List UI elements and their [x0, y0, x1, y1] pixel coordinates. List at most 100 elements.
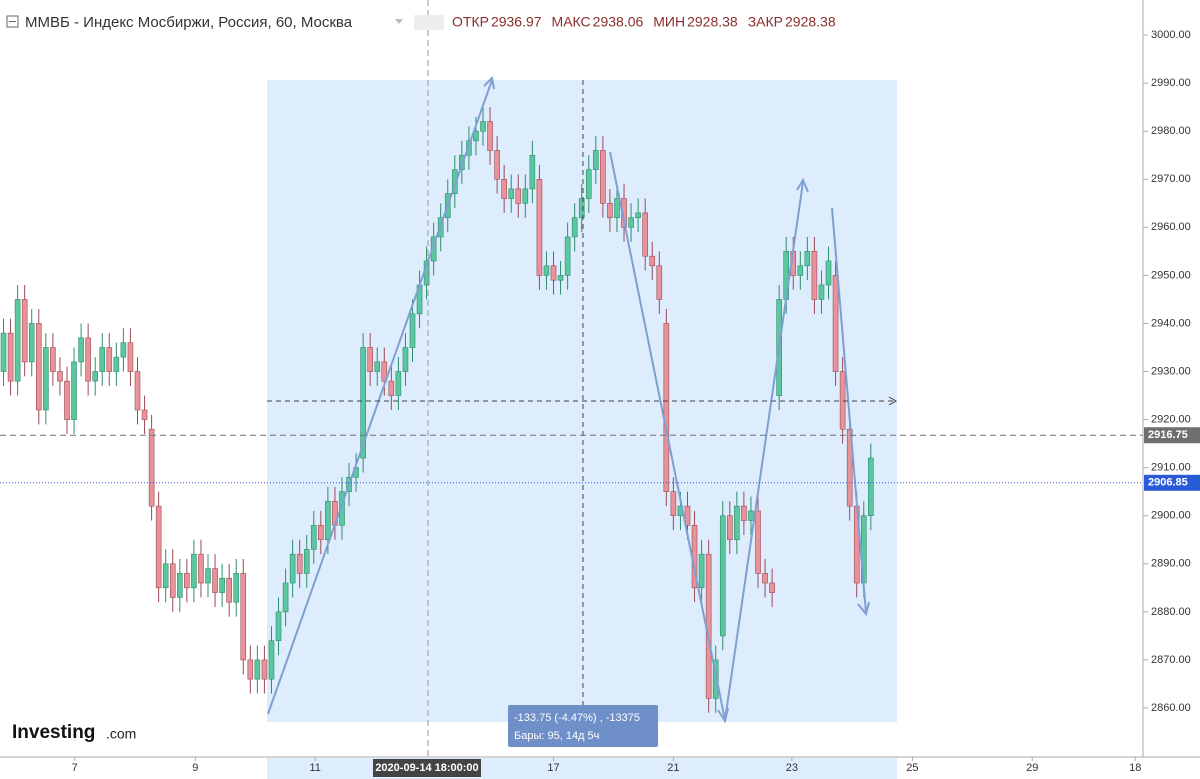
stat-label: ЗАКР	[748, 14, 783, 30]
candle-body	[755, 510, 761, 574]
candle-body	[719, 515, 726, 637]
x-tick-label: 25	[906, 762, 918, 774]
candle-body	[868, 457, 874, 517]
candle-body	[585, 169, 592, 199]
candle-body	[395, 371, 402, 396]
candle-body	[600, 150, 606, 204]
stat-label: ОТКР	[452, 14, 489, 30]
arrow-head	[796, 177, 809, 193]
x-tick-label: 21	[667, 762, 679, 774]
candle-body	[113, 356, 120, 372]
candle-body	[226, 577, 232, 603]
candle-body	[35, 323, 42, 411]
candle-body	[198, 553, 204, 584]
candle-body	[536, 178, 543, 276]
x-tick-label: 17	[547, 762, 559, 774]
candle-body	[832, 275, 839, 372]
candle-body	[557, 275, 564, 281]
candle-body	[515, 188, 522, 204]
candle-body	[578, 198, 585, 219]
candle-body	[155, 505, 162, 589]
candle-body	[57, 371, 63, 382]
candle-body	[64, 380, 70, 420]
x-axis-measure	[267, 758, 897, 779]
candle-body	[663, 323, 670, 492]
arrow-head	[888, 396, 898, 406]
candle-body	[318, 525, 324, 541]
candle-body	[261, 659, 268, 680]
candle-body	[162, 563, 169, 589]
y-tick-label: 2860.00	[1151, 702, 1191, 714]
chart-title: ММВБ - Индекс Мосбиржи, Россия, 60, Моск…	[25, 14, 353, 31]
y-tick-label: 2930.00	[1151, 365, 1191, 377]
candle-body	[254, 659, 261, 680]
candle-body	[14, 299, 21, 382]
candle-body	[43, 347, 49, 411]
candle-body	[374, 361, 381, 372]
y-tick-label: 2920.00	[1151, 414, 1191, 426]
price-tags: 2916.75 2906.85	[0, 427, 1200, 491]
stat-value: 2928.38	[687, 14, 738, 30]
settings-icons[interactable]	[414, 15, 444, 30]
candle-body	[92, 371, 98, 382]
stat-value: 2936.97	[491, 14, 542, 30]
candle-body	[388, 380, 395, 396]
stat-value: 2928.38	[785, 14, 836, 30]
candle-body	[402, 347, 409, 372]
candle-body	[212, 568, 218, 593]
candle-body	[289, 553, 296, 584]
candle-body	[78, 337, 84, 363]
measure-text: Бары: 95, 14д 5ч	[514, 730, 599, 742]
y-tick-label: 3000.00	[1151, 29, 1191, 41]
stat-label: МАКС	[552, 14, 591, 30]
candle-body	[409, 313, 416, 348]
grid: 2860.00 2870.00 2880.00 2890.00 2900.00 2910.…	[1143, 29, 1191, 714]
candle-body	[825, 260, 832, 286]
candle-body	[99, 347, 106, 372]
candle-body	[529, 154, 536, 190]
candle-body	[275, 611, 282, 641]
candle-body	[169, 563, 176, 598]
y-tick-label: 2870.00	[1151, 654, 1191, 666]
candle-body	[184, 573, 190, 589]
price-tag-label: 2906.85	[1148, 477, 1188, 489]
candle-body	[473, 130, 479, 142]
ohlc-header: ОТКР 2936.97 МАКС 2938.06 МИН 2928.38 ЗАКР 2928…	[452, 14, 836, 30]
measure-tooltip	[508, 705, 658, 747]
candle-body	[21, 299, 28, 363]
candle-body	[726, 515, 733, 541]
candle-body	[247, 659, 254, 680]
candle-body	[310, 525, 317, 550]
candle-body	[769, 582, 775, 593]
x-tick-label: 18	[1129, 762, 1141, 774]
candle-body	[0, 332, 7, 372]
candle-body	[698, 553, 705, 589]
candle-body	[85, 337, 91, 382]
candle-body	[543, 265, 550, 276]
collapse-icon[interactable]	[6, 15, 19, 28]
candle-body	[367, 347, 373, 372]
candle-body	[50, 347, 56, 372]
candle-body	[296, 553, 303, 574]
dropdown[interactable]	[395, 19, 403, 24]
y-tick-label: 2900.00	[1151, 510, 1191, 522]
x-tick-label: 23	[786, 762, 798, 774]
crosshair-time-box	[373, 759, 481, 777]
price-tag-label: 2916.75	[1148, 429, 1188, 441]
candle-body	[571, 217, 578, 238]
candle-body	[494, 150, 500, 180]
x-ticks: 7 9 11 17 21 23 25 29 18	[72, 757, 1141, 774]
candle-body	[282, 582, 289, 613]
candle-body	[205, 568, 211, 584]
candle-body	[134, 371, 141, 411]
arrow-head	[857, 601, 870, 617]
candle-body	[712, 659, 719, 699]
candle-body	[219, 577, 225, 593]
candle-body	[106, 347, 113, 372]
candles	[0, 107, 874, 713]
crosshair-time: 2020-09-14 18:00:00	[375, 762, 478, 774]
candle-body	[360, 347, 366, 459]
candle-body	[635, 212, 641, 219]
x-tick-label: 9	[192, 762, 198, 774]
candle-body	[120, 342, 127, 358]
